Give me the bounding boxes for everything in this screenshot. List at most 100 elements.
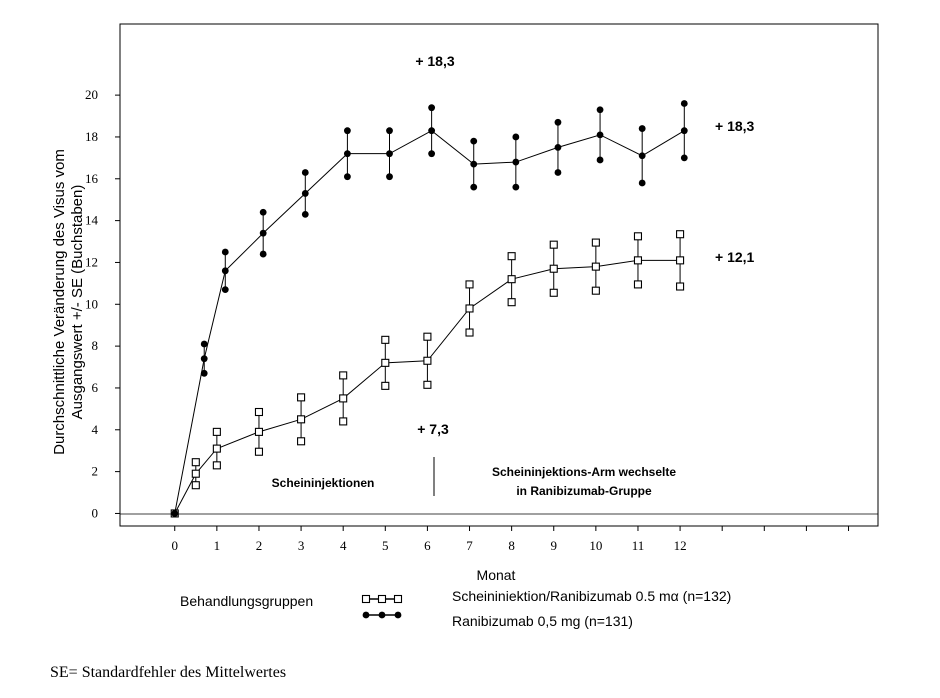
error-cap-lower (212, 461, 221, 470)
series-layer (170, 100, 688, 518)
error-cap-upper (381, 335, 390, 344)
error-cap-upper (680, 100, 688, 107)
data-point (381, 358, 390, 367)
legend-marker (394, 611, 402, 619)
legend-marker (377, 594, 387, 604)
error-cap-upper (297, 393, 306, 402)
x-axis-ticks: 0 1 2 3 4 5 6 7 8 9 10 11 12 (171, 526, 850, 553)
y-tick-label: 12 (85, 254, 98, 269)
legend-symbol-sham (361, 594, 403, 604)
y-tick-label: 14 (85, 213, 99, 228)
data-point (423, 356, 432, 365)
error-cap-upper (554, 118, 562, 126)
error-cap-lower (465, 328, 474, 337)
data-point (386, 150, 393, 158)
data-point (212, 444, 221, 453)
data-point (507, 275, 516, 284)
legend-title: Behandlungsgruppen (180, 593, 313, 609)
x-tick-label: 1 (214, 538, 221, 553)
x-tick-label: 0 (171, 538, 178, 553)
y-axis-ticks: 0 2 4 6 8 10 12 14 16 18 20 (85, 87, 120, 520)
phase-label-sham: Scheininjektionen (272, 476, 375, 490)
error-cap-upper (507, 252, 516, 261)
x-axis-label: Monat (477, 567, 516, 583)
error-cap-upper (638, 125, 646, 132)
error-cap-upper (254, 407, 264, 417)
x-tick-label: 7 (466, 538, 473, 553)
error-cap-lower (680, 154, 688, 162)
error-cap-upper (596, 106, 604, 114)
error-cap-upper (549, 240, 558, 249)
data-point (171, 510, 179, 517)
x-tick-label: 4 (340, 538, 347, 553)
data-point (297, 415, 306, 424)
error-cap-upper (512, 133, 520, 141)
error-cap-lower (386, 173, 393, 181)
error-cap-lower (470, 183, 478, 191)
error-cap-lower (221, 286, 229, 294)
data-point (549, 264, 558, 273)
y-tick-label: 4 (92, 422, 99, 437)
legend-label-ranibizumab: Ranibizumab 0,5 mg (n=131) (452, 613, 633, 629)
error-cap-lower (423, 380, 432, 389)
data-point (676, 256, 685, 265)
legend-marker (362, 611, 370, 619)
data-point (470, 160, 478, 168)
data-point (554, 144, 562, 151)
y-tick-label: 6 (92, 380, 99, 395)
legend-marker (378, 611, 386, 619)
series-line (174, 259, 681, 514)
error-cap-upper (633, 232, 643, 241)
error-cap-lower (596, 156, 604, 164)
legend: Behandlungsgruppen Scheininiektion/Ranib… (180, 588, 731, 629)
y-tick-label: 18 (85, 129, 98, 144)
series-1 (171, 100, 688, 517)
error-cap-upper (465, 280, 474, 289)
x-tick-label: 3 (298, 538, 305, 553)
data-point (191, 469, 200, 478)
error-cap-lower (301, 210, 309, 218)
annotation-end-ranibizumab: + 18,3 (715, 118, 755, 134)
error-cap-lower (259, 250, 267, 258)
data-point (428, 127, 436, 135)
data-point (512, 158, 520, 166)
error-cap-upper (386, 127, 393, 135)
x-tick-label: 11 (632, 538, 645, 553)
footnote: SE= Standardfehler des Mittelwertes (50, 664, 286, 681)
error-cap-upper (200, 340, 208, 348)
data-point (254, 427, 264, 436)
series-line (174, 130, 685, 514)
error-cap-upper (470, 137, 478, 145)
error-cap-lower (549, 288, 558, 297)
error-cap-upper (591, 238, 600, 247)
data-point (259, 229, 267, 237)
x-tick-label: 10 (589, 538, 602, 553)
error-cap-lower (676, 282, 685, 291)
x-tick-label: 2 (256, 538, 263, 553)
error-cap-upper (428, 104, 436, 112)
error-cap-lower (554, 169, 562, 176)
y-tick-label: 0 (92, 505, 99, 520)
error-cap-lower (200, 369, 208, 377)
phase-label-switch-line1: Scheininjektions-Arm wechselte (492, 465, 676, 479)
error-cap-upper (191, 458, 200, 467)
error-cap-lower (344, 173, 351, 181)
error-cap-lower (638, 179, 646, 187)
x-tick-label: 12 (674, 538, 687, 553)
phase-label-switch-line2: in Ranibizumab-Gruppe (516, 484, 652, 498)
y-tick-label: 10 (85, 296, 98, 311)
error-cap-upper (423, 332, 432, 341)
plot-frame (119, 23, 879, 527)
data-point (638, 152, 646, 160)
x-tick-label: 5 (382, 538, 389, 553)
legend-label-sham: Scheininiektion/Ranibizumab 0.5 mα (n=13… (452, 588, 731, 604)
data-point (221, 267, 229, 275)
data-point (200, 355, 208, 363)
error-cap-upper (676, 230, 685, 239)
error-cap-lower (633, 280, 643, 289)
annotation-month6-value: + 7,3 (417, 421, 449, 437)
y-tick-label: 16 (85, 171, 99, 186)
error-cap-upper (339, 371, 348, 380)
error-cap-upper (259, 208, 267, 216)
